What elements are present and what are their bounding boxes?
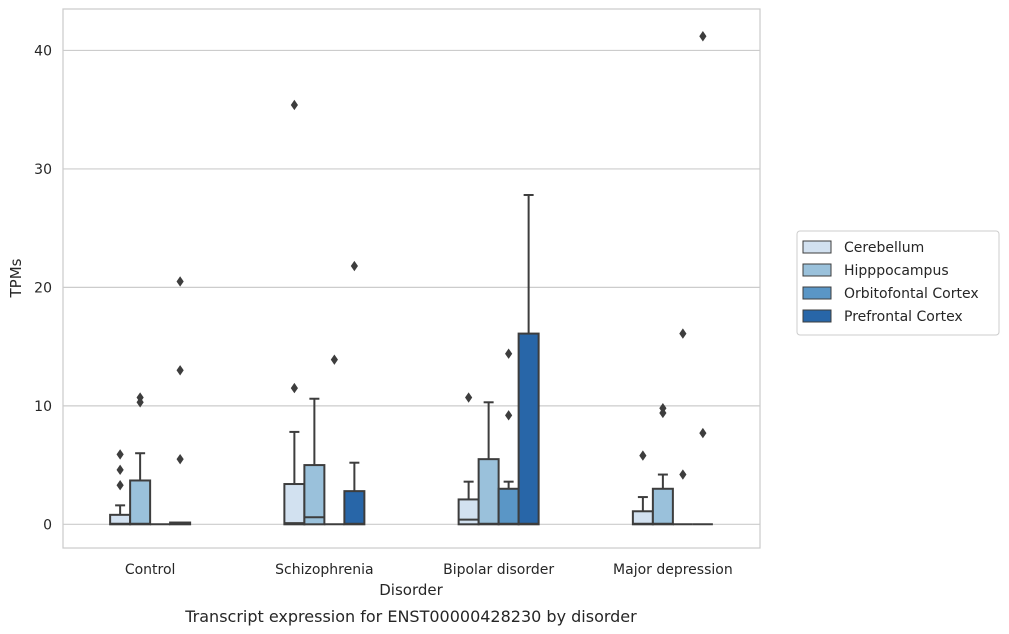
box-body	[129, 479, 152, 526]
x-tick-label: Schizophrenia	[275, 562, 373, 578]
box-prefrontal-cortex	[517, 193, 540, 526]
legend: Cerebellum Hipppocampus Orbitofontal Corte…	[796, 230, 1000, 336]
box-body	[303, 464, 326, 526]
x-tick-label: Major depression	[613, 562, 733, 578]
y-tick-label: 40	[34, 43, 52, 59]
outlier-point	[505, 410, 513, 421]
outlier-point	[176, 365, 184, 376]
x-axis-label: Disorder	[379, 581, 443, 599]
legend-label: Orbitofontal Cortex	[844, 286, 979, 302]
legend-frame	[796, 230, 1000, 336]
outlier-point	[136, 392, 144, 403]
y-tick-label: 0	[43, 517, 52, 533]
legend-label: Hipppocampus	[844, 263, 949, 279]
box-body	[651, 487, 674, 526]
outlier-point	[505, 348, 513, 359]
outlier-point	[679, 469, 687, 480]
box-cerebellum	[631, 450, 654, 526]
y-tick-labels: 0 10 20 30 40	[34, 43, 52, 533]
outlier-point	[116, 449, 124, 460]
y-tick-label: 30	[34, 162, 52, 178]
box-body	[457, 498, 480, 526]
box-prefrontal-cortex	[169, 276, 192, 526]
box-hipppocampus	[129, 392, 152, 526]
y-tick-label: 10	[34, 399, 52, 415]
box-prefrontal-cortex	[692, 31, 713, 526]
legend-swatch	[802, 309, 832, 323]
outlier-point	[116, 480, 124, 491]
outlier-point	[679, 328, 687, 339]
chart-caption: Transcript expression for ENST0000042823…	[184, 607, 637, 626]
legend-swatch	[802, 240, 832, 254]
box-cerebellum	[283, 99, 306, 526]
box-hipppocampus	[303, 397, 326, 526]
outlier-point	[465, 392, 473, 403]
box-prefrontal-cortex	[343, 260, 366, 526]
box-cerebellum	[109, 449, 132, 526]
outlier-point	[350, 260, 358, 272]
box-hipppocampus	[651, 403, 674, 526]
outlier-point	[639, 450, 647, 461]
x-tick-label: Bipolar disorder	[443, 562, 554, 578]
box-orbitofontal-cortex	[672, 328, 693, 526]
x-tick-labels: Control Schizophrenia Bipolar disorder Majo…	[125, 562, 733, 578]
outlier-point	[290, 382, 298, 394]
outlier-point	[176, 276, 184, 287]
box-orbitofontal-cortex	[324, 354, 345, 526]
box-body	[343, 490, 366, 526]
box-body	[477, 458, 500, 526]
box-orbitofontal-cortex	[497, 348, 520, 526]
legend-swatch	[802, 263, 832, 277]
box-marks	[109, 31, 713, 526]
outlier-point	[176, 453, 184, 465]
outlier-point	[116, 464, 124, 476]
box-body	[517, 332, 540, 526]
plot-frame	[62, 8, 761, 549]
y-tick-label: 20	[34, 280, 52, 296]
plot-background	[63, 9, 760, 548]
x-tick-label: Control	[125, 562, 176, 578]
y-axis-label: TPMs	[7, 258, 25, 298]
outlier-point	[290, 99, 298, 111]
legend-swatch	[802, 286, 832, 300]
outlier-point	[330, 354, 338, 365]
box-body	[497, 487, 520, 526]
outlier-point	[699, 31, 707, 42]
legend-label: Cerebellum	[844, 240, 924, 256]
legend-label: Prefrontal Cortex	[844, 309, 963, 325]
outlier-point	[659, 403, 667, 414]
outlier-point	[699, 427, 707, 439]
box-body	[631, 510, 654, 526]
box-body	[283, 483, 306, 526]
